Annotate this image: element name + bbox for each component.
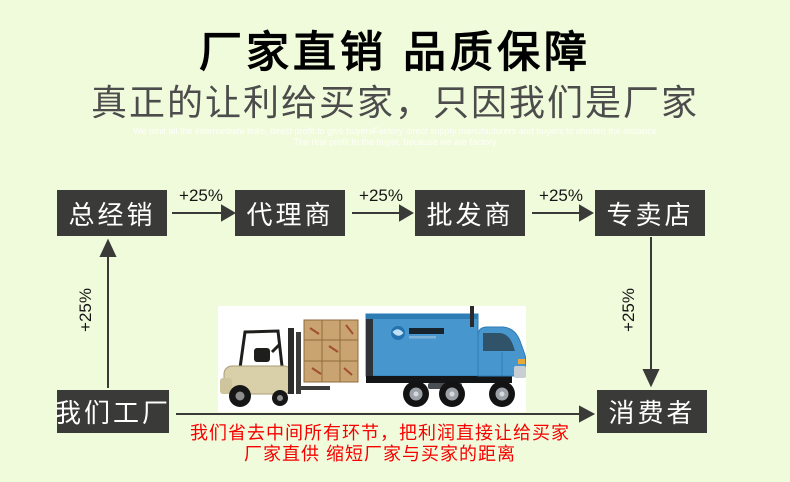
footnote-line1: 我们省去中间所有环节，把利润直接让给买家	[190, 423, 570, 443]
markup-label-right-vertical: +25%	[619, 288, 638, 332]
truck-graphic	[220, 306, 527, 407]
forklift	[220, 328, 330, 407]
markup-label-1: +25%	[179, 186, 223, 205]
node-our-factory: 我们工厂	[55, 390, 169, 433]
page-title: 厂家直销 品质保障	[199, 29, 591, 77]
node-wholesaler: 批发商	[415, 190, 525, 236]
markup-label-2: +25%	[359, 186, 403, 205]
page-subtitle: 真正的让利给买家，只因我们是厂家	[90, 82, 699, 123]
markup-label-left-vertical: +25%	[76, 288, 95, 332]
wooden-crates	[303, 319, 359, 383]
node-agent: 代理商	[235, 190, 345, 236]
markup-label-3: +25%	[539, 186, 583, 205]
forklift-loading-truck-image	[218, 306, 527, 412]
truck-brand-logo	[391, 326, 444, 340]
node-consumer: 消费者	[597, 390, 707, 433]
footnote-line2: 厂家直供 缩短厂家与买家的距离	[244, 444, 516, 464]
tagline-english-line2: The real profit to the buyer, because we…	[293, 137, 497, 147]
node-specialty-store: 专卖店	[595, 190, 705, 236]
delivery-truck	[365, 306, 527, 407]
tagline-english-line1: We omit all the intermediate links, dire…	[133, 126, 657, 136]
node-general-distributor: 总经销	[57, 190, 167, 236]
